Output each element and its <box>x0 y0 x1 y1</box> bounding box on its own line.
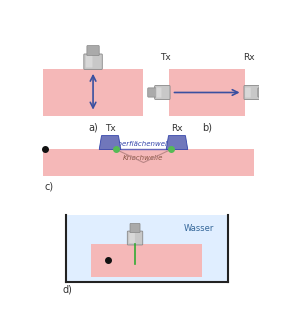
Polygon shape <box>166 135 188 150</box>
Text: Kriechwelle: Kriechwelle <box>123 155 164 161</box>
FancyBboxPatch shape <box>258 88 266 97</box>
Text: Rx: Rx <box>171 124 183 133</box>
FancyBboxPatch shape <box>169 69 245 116</box>
FancyBboxPatch shape <box>127 231 143 245</box>
Text: Wasser: Wasser <box>184 224 214 233</box>
FancyBboxPatch shape <box>91 244 202 277</box>
FancyBboxPatch shape <box>129 233 135 243</box>
FancyBboxPatch shape <box>245 88 251 97</box>
FancyBboxPatch shape <box>66 215 228 282</box>
FancyBboxPatch shape <box>86 56 92 68</box>
FancyBboxPatch shape <box>155 86 170 99</box>
FancyBboxPatch shape <box>156 88 162 97</box>
FancyBboxPatch shape <box>148 88 156 97</box>
Text: d): d) <box>62 284 72 294</box>
FancyBboxPatch shape <box>84 54 102 70</box>
FancyBboxPatch shape <box>244 86 260 99</box>
FancyBboxPatch shape <box>130 223 140 233</box>
Text: Tx: Tx <box>105 124 115 133</box>
Text: Rx: Rx <box>243 53 254 62</box>
Text: Oberflächenwelle: Oberflächenwelle <box>113 141 174 147</box>
Text: b): b) <box>202 123 212 133</box>
Text: a): a) <box>88 123 98 133</box>
Text: c): c) <box>45 182 54 192</box>
FancyBboxPatch shape <box>87 46 99 55</box>
FancyBboxPatch shape <box>43 69 143 116</box>
Polygon shape <box>99 135 121 150</box>
Text: Tx: Tx <box>160 53 171 62</box>
FancyBboxPatch shape <box>43 150 254 176</box>
